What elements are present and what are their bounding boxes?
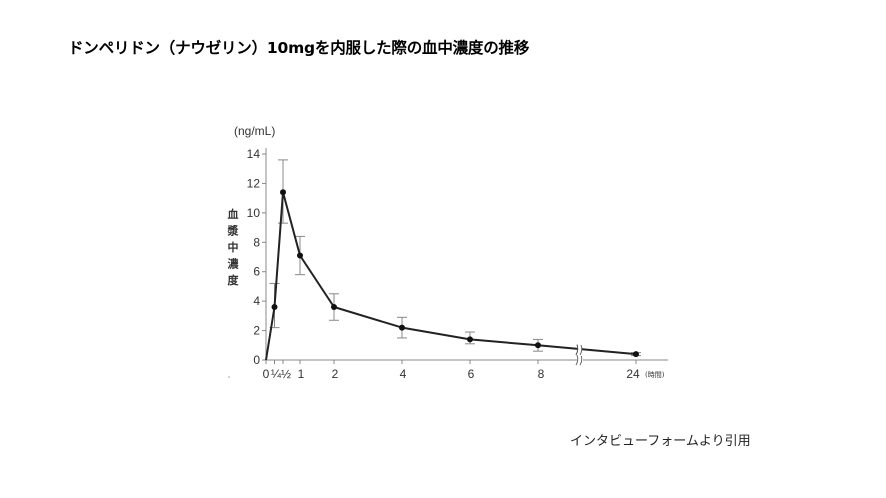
chart-axes xyxy=(228,148,668,378)
y-tick-label: 10 xyxy=(247,206,261,220)
y-axis-label-char: 度 xyxy=(228,273,240,287)
x-tick-label: ½ xyxy=(281,367,291,381)
y-tick-label: 2 xyxy=(253,324,260,338)
data-point-marker xyxy=(271,304,278,311)
axis-break-mark xyxy=(575,354,579,366)
x-tick-label: 8 xyxy=(538,367,545,381)
data-point-marker xyxy=(467,336,473,343)
y-tick-label: 14 xyxy=(247,147,261,161)
y-tick-label: 12 xyxy=(247,176,261,190)
data-markers xyxy=(271,189,639,358)
y-tick-label: 0 xyxy=(253,353,260,367)
y-tick-label: 6 xyxy=(253,265,260,279)
data-point-marker xyxy=(280,189,286,196)
x-tick-label: 6 xyxy=(468,367,475,381)
x-tick-label: ¼ xyxy=(271,367,282,381)
data-point-marker xyxy=(399,324,405,331)
y-axis-label-char: 漿 xyxy=(227,224,239,238)
x-axis-unit: (時間) xyxy=(645,371,665,379)
x-tick-label: 4 xyxy=(400,367,407,381)
data-point-marker xyxy=(331,304,337,311)
y-tick-label: 4 xyxy=(253,294,260,308)
y-tick-label: 8 xyxy=(253,235,260,249)
data-line xyxy=(265,191,637,366)
source-note: インタビューフォームより引用 xyxy=(570,434,751,449)
data-point-marker xyxy=(633,351,639,358)
y-axis-label-char: 血 xyxy=(228,207,239,221)
y-axis-label-char: 濃 xyxy=(228,257,240,271)
x-tick-label: 2 xyxy=(332,367,339,381)
y-axis-label-char: 中 xyxy=(228,240,239,254)
error-bars xyxy=(269,159,641,357)
x-tick-label: 0 xyxy=(263,367,270,381)
x-tick-label: 24 xyxy=(626,367,640,381)
x-tick-label: 1 xyxy=(298,367,305,381)
data-point-marker xyxy=(297,252,303,259)
y-axis-unit: (ng/mL) xyxy=(234,124,275,138)
data-point-marker xyxy=(535,342,541,349)
page-title: ドンペリドン（ナウゼリン）10mgを内服した際の血中濃度の推移 xyxy=(68,39,530,57)
